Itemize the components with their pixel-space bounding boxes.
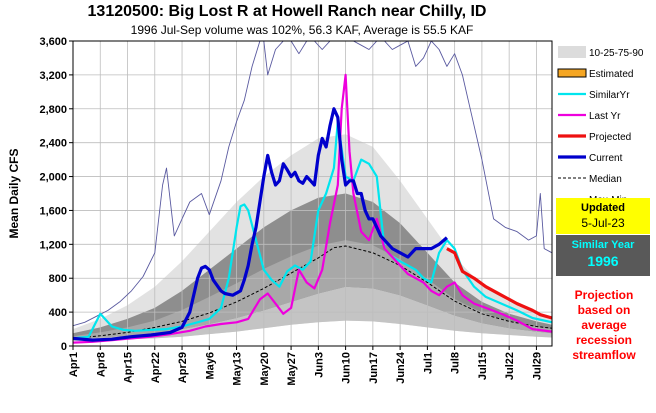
legend-swatch-estimated (557, 68, 587, 78)
x-tick-label: Apr22 (150, 352, 162, 383)
series-max-min (73, 41, 552, 327)
updated-date: 5-Jul-23 (581, 216, 625, 230)
y-tick-label: 2,800 (39, 104, 67, 116)
x-tick-label: Jun24 (395, 351, 407, 384)
updated-title: Updated (581, 202, 625, 214)
x-tick-label: May13 (232, 352, 244, 386)
legend-label: 10-25-75-90 (589, 48, 644, 59)
y-tick-label: 1,200 (39, 239, 67, 251)
legend-label: SimilarYr (589, 90, 630, 101)
y-axis-title: Mean Daily CFS (7, 148, 21, 238)
legend-label: Current (589, 153, 623, 164)
x-tick-label: Jul15 (477, 352, 489, 380)
band-inner (73, 240, 552, 340)
similar-year-title: Similar Year (571, 239, 635, 251)
similar-year-box: Similar Year 1996 (556, 235, 650, 276)
x-tick-label: May27 (286, 352, 298, 386)
similar-year-value: 1996 (587, 253, 619, 269)
y-tick-label: 3,600 (39, 36, 67, 48)
x-tick-label: Jul1 (422, 352, 434, 374)
legend-label: Median (589, 174, 622, 185)
updated-box: Updated 5-Jul-23 (556, 198, 650, 234)
legend-swatch-bands (558, 46, 586, 58)
x-tick-label: Apr1 (68, 352, 80, 377)
x-tick-label: Jul8 (450, 352, 462, 374)
y-tick-label: 400 (49, 307, 67, 319)
y-tick-label: 3,200 (39, 70, 67, 82)
legend-label: Projected (589, 132, 631, 143)
x-tick-label: Jul29 (531, 352, 543, 380)
series-similaryr (73, 120, 552, 340)
y-tick-label: 2,400 (39, 138, 67, 150)
x-tick-label: Jun17 (368, 352, 380, 384)
x-tick-label: Jun10 (341, 352, 353, 384)
series-projected (446, 247, 552, 320)
y-tick-label: 2,000 (39, 172, 67, 184)
x-tick-label: Apr15 (123, 352, 135, 383)
x-tick-label: May6 (204, 352, 216, 380)
x-tick-label: Jun3 (313, 352, 325, 378)
series-last-yr (73, 73, 552, 344)
legend-label: Last Yr (589, 111, 621, 122)
series-current (73, 107, 448, 342)
y-tick-label: 800 (49, 273, 67, 285)
projection-note: Projection based on average recession st… (572, 288, 636, 362)
plot-border (72, 40, 553, 347)
y-tick-label: 0 (61, 341, 67, 353)
x-tick-label: Apr8 (95, 352, 107, 377)
x-tick-label: Apr29 (177, 352, 189, 383)
y-tick-label: 1,600 (39, 205, 67, 217)
legend-label: Estimated (589, 69, 633, 80)
x-tick-label: Jul22 (504, 352, 516, 380)
chart-subtitle: 1996 Jul-Sep volume was 102%, 56.3 KAF, … (131, 23, 474, 37)
x-tick-label: May20 (259, 352, 271, 386)
chart-title: 13120500: Big Lost R at Howell Ranch nea… (88, 3, 487, 20)
